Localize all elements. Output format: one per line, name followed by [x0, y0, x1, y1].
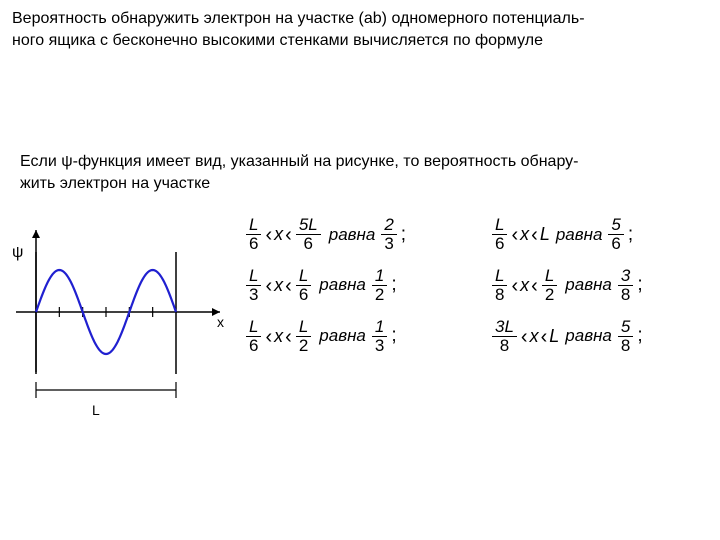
condition-text: Если ψ-функция имеет вид, указанный на р…: [12, 151, 708, 194]
equation-3: L3‹x‹L6равна12;: [244, 267, 462, 304]
intro-text: Вероятность обнаружить электрон на участ…: [12, 8, 708, 51]
equation-4: L8‹x‹L2равна38;: [490, 267, 708, 304]
psi-axis-label: ψ: [12, 244, 23, 262]
equation-1: L6‹x‹5L6равна23;: [244, 216, 462, 253]
l-label: L: [92, 402, 100, 418]
equations-grid: L6‹x‹5L6равна23; L6‹x‹Lравна56; L3‹x‹L6рав…: [244, 212, 708, 354]
equation-6: 3L8‹x‹Lравна58;: [490, 318, 708, 355]
equation-2: L6‹x‹Lравна56;: [490, 216, 708, 253]
cond-line-1: Если ψ-функция имеет вид, указанный на р…: [20, 153, 578, 170]
wave-svg: [12, 222, 232, 422]
cond-line-2: жить электрон на участке: [20, 175, 210, 192]
intro-line-2: ного ящика с бесконечно высокими стенкам…: [12, 32, 543, 49]
content-row: ψ x L L6‹x‹5L6равна23; L6‹x‹Lравна56; L3‹x…: [12, 212, 708, 422]
intro-line-1: Вероятность обнаружить электрон на участ…: [12, 10, 585, 27]
x-axis-label: x: [217, 314, 224, 330]
wave-function-graph: ψ x L: [12, 222, 232, 422]
equation-5: L6‹x‹L2равна13;: [244, 318, 462, 355]
